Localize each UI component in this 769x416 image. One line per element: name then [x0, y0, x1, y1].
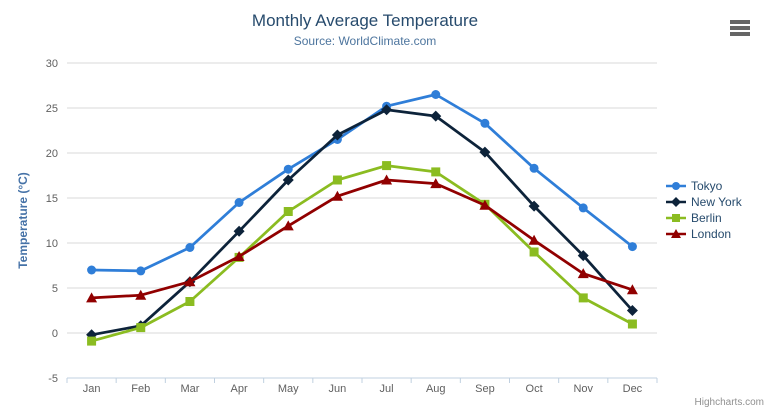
x-axis-label: Nov	[573, 383, 593, 395]
marker-berlin-jan[interactable]	[87, 336, 97, 346]
x-axis-label: Jun	[329, 383, 347, 395]
marker-tokyo-apr[interactable]	[234, 198, 244, 207]
y-axis-label: 5	[52, 283, 58, 295]
y-axis-label: 20	[46, 148, 58, 160]
export-menu-button[interactable]	[728, 18, 752, 40]
marker-tokyo-aug[interactable]	[431, 90, 441, 99]
x-axis-label: Feb	[131, 383, 150, 395]
legend-label-new-york: New York	[691, 195, 742, 209]
marker-tokyo-oct[interactable]	[529, 163, 539, 173]
marker-tokyo-may[interactable]	[283, 164, 293, 174]
marker-tokyo-nov[interactable]	[578, 203, 588, 213]
marker-berlin-aug[interactable]	[431, 167, 441, 177]
x-axis-label: Dec	[623, 383, 643, 395]
marker-london-jul[interactable]	[381, 174, 393, 185]
marker-london-feb[interactable]	[135, 289, 147, 300]
marker-new-york-jul[interactable]	[381, 104, 393, 116]
marker-london-sep[interactable]	[479, 199, 491, 210]
y-axis-label: 25	[46, 103, 58, 115]
marker-berlin-nov[interactable]	[578, 293, 588, 303]
x-axis-label: Mar	[180, 383, 199, 395]
marker-london-jan[interactable]	[86, 292, 98, 303]
marker-berlin-jul[interactable]	[382, 161, 392, 171]
x-axis-label: May	[278, 383, 299, 395]
marker-new-york-nov[interactable]	[577, 250, 589, 262]
legend-marker-tokyo	[666, 182, 686, 190]
legend-label-tokyo: Tokyo	[691, 179, 723, 193]
legend-label-london: London	[691, 227, 732, 241]
series-line-new-york[interactable]	[90, 108, 634, 337]
y-axis-label: -5	[48, 373, 58, 385]
x-axis-label: Jul	[380, 383, 394, 395]
marker-london-oct[interactable]	[528, 234, 540, 245]
x-axis-label: Jan	[83, 383, 101, 395]
legend-item-new-york[interactable]: New York	[666, 194, 742, 210]
credits-link[interactable]: Highcharts.com	[694, 397, 764, 408]
marker-london-apr[interactable]	[233, 251, 245, 261]
marker-london-dec[interactable]	[626, 284, 638, 295]
legend-marker-berlin	[666, 214, 686, 222]
x-axis-label: Apr	[231, 383, 248, 395]
y-axis-label: 30	[46, 58, 58, 70]
marker-berlin-mar[interactable]	[185, 297, 195, 306]
legend-marker-new-york	[666, 197, 686, 207]
marker-tokyo-dec[interactable]	[627, 242, 637, 252]
marker-new-york-apr[interactable]	[233, 225, 245, 237]
marker-new-york-oct[interactable]	[528, 200, 540, 212]
marker-tokyo-sep[interactable]	[480, 118, 490, 128]
chart-title: Monthly Average Temperature	[251, 11, 479, 30]
marker-new-york-jun[interactable]	[331, 129, 343, 141]
marker-new-york-may[interactable]	[282, 174, 294, 186]
x-axis-label: Oct	[526, 383, 543, 395]
marker-london-aug[interactable]	[430, 178, 442, 189]
legend: Tokyo New York Berlin London	[666, 178, 742, 242]
marker-tokyo-jan[interactable]	[87, 265, 97, 275]
y-axis-title: Temperature (°C)	[16, 172, 30, 269]
marker-london-mar[interactable]	[184, 276, 196, 287]
marker-new-york-dec[interactable]	[626, 305, 638, 316]
marker-berlin-oct[interactable]	[529, 247, 539, 257]
x-axis-label: Sep	[475, 383, 495, 395]
marker-tokyo-feb[interactable]	[136, 266, 146, 276]
marker-berlin-dec[interactable]	[627, 319, 637, 329]
legend-item-berlin[interactable]: Berlin	[666, 210, 742, 226]
marker-berlin-may[interactable]	[283, 207, 293, 216]
marker-london-nov[interactable]	[577, 268, 589, 279]
marker-berlin-jun[interactable]	[332, 175, 342, 185]
legend-item-london[interactable]: London	[666, 226, 742, 242]
legend-item-tokyo[interactable]: Tokyo	[666, 178, 742, 194]
x-axis-label: Aug	[426, 383, 446, 395]
y-axis-label: 0	[52, 328, 58, 340]
marker-berlin-feb[interactable]	[136, 323, 146, 333]
marker-tokyo-mar[interactable]	[185, 243, 195, 252]
marker-london-jun[interactable]	[331, 190, 343, 201]
marker-new-york-aug[interactable]	[430, 110, 442, 122]
legend-label-berlin: Berlin	[691, 211, 722, 225]
marker-new-york-sep[interactable]	[479, 146, 491, 158]
hamburger-icon	[730, 20, 750, 36]
y-axis-label: 15	[46, 193, 58, 205]
series-line-berlin[interactable]	[90, 164, 634, 343]
marker-london-may[interactable]	[282, 220, 294, 231]
series-line-london[interactable]	[90, 178, 634, 300]
legend-marker-london	[666, 229, 686, 238]
chart-subtitle: Source: WorldClimate.com	[293, 34, 437, 48]
y-axis-label: 10	[46, 238, 58, 250]
